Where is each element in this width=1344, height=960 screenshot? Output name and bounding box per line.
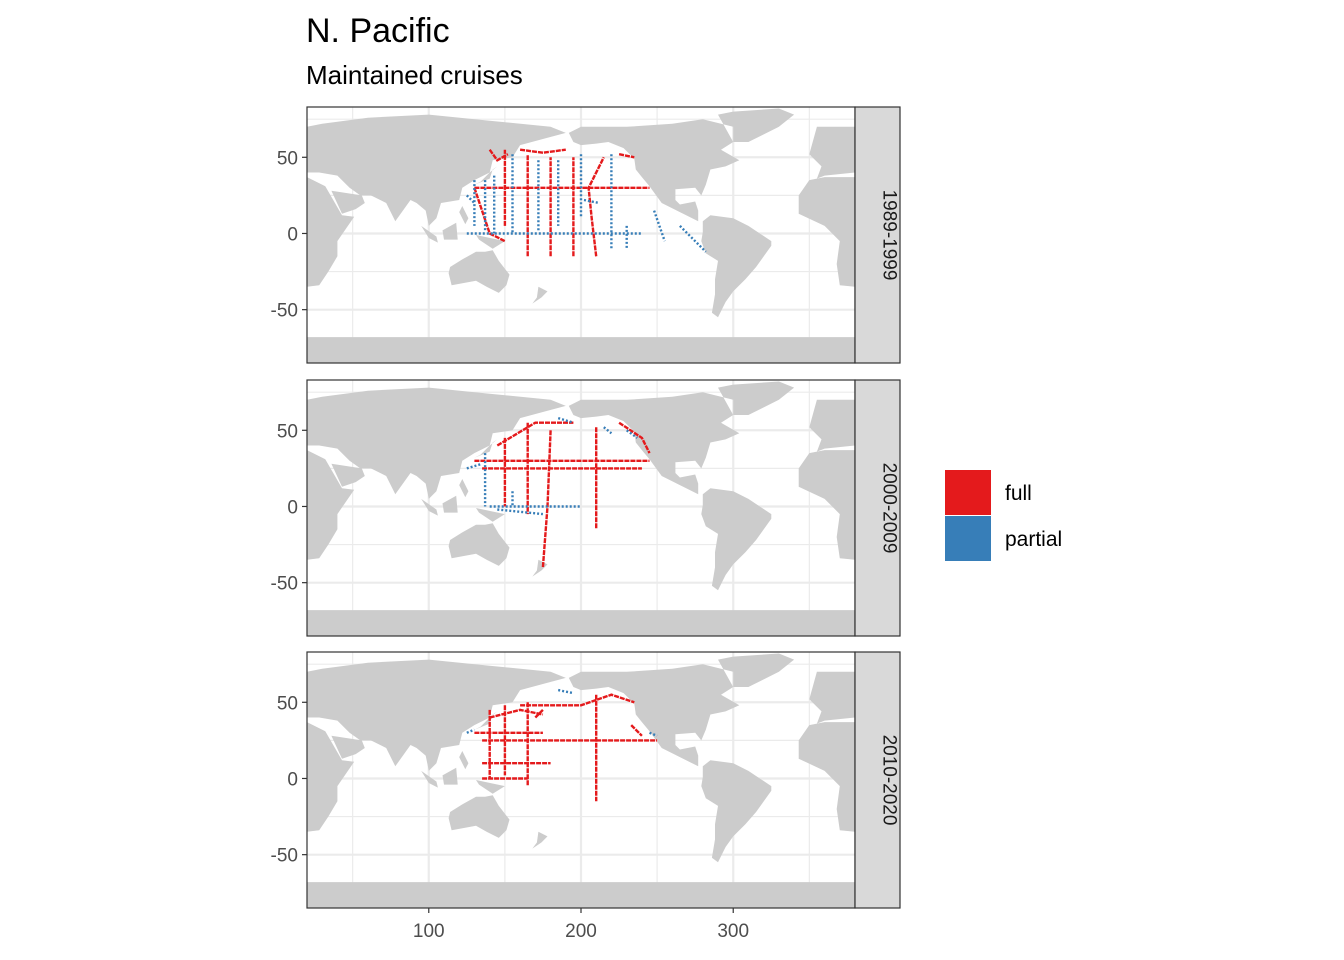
facet-panel: 2000-2009 50 0 -50 <box>271 379 901 637</box>
panel-plot-area <box>307 107 855 363</box>
cruise-track-partial <box>466 728 475 734</box>
legend-label: full <box>1005 482 1032 505</box>
cruise-track-partial <box>652 210 666 242</box>
y-tick-label: -50 <box>271 301 298 322</box>
cruise-track-full <box>488 149 509 162</box>
x-tick-label: 200 <box>565 921 597 942</box>
y-tick-label: 0 <box>287 769 298 790</box>
cruise-track-full <box>618 153 635 159</box>
cruise-track-full <box>519 148 566 154</box>
cruise-track-full <box>473 187 506 243</box>
y-tick-label: 50 <box>277 693 298 714</box>
cruise-track-full <box>534 709 544 719</box>
cruise-track-full <box>630 724 643 737</box>
facet-panel: 2010-2020 50 0 -50 <box>271 651 901 909</box>
cruise-track-full <box>618 421 651 454</box>
legend-label: partial <box>1005 528 1062 551</box>
facet-strip-label: 1989-1999 <box>879 190 900 281</box>
cruise-track-partial <box>557 416 574 424</box>
x-tick-label: 100 <box>413 921 445 942</box>
legend: full partial <box>945 470 1062 561</box>
cruise-track-partial <box>649 731 658 737</box>
x-tick-label: 300 <box>717 921 749 942</box>
cruise-track-full <box>489 708 544 719</box>
legend-key-full <box>945 470 991 515</box>
facet-strip-label: 2010-2020 <box>879 735 900 826</box>
chart-subtitle: Maintained cruises <box>306 60 523 90</box>
cruise-track-partial <box>603 426 613 435</box>
cruise-track-partial <box>557 688 574 695</box>
chart-title: N. Pacific <box>306 12 450 50</box>
cruise-track-partial <box>465 194 476 204</box>
y-tick-label: -50 <box>271 574 298 595</box>
y-tick-label: 0 <box>287 497 298 518</box>
cruise-track-partial <box>583 198 600 205</box>
y-tick-label: 50 <box>277 421 298 442</box>
y-tick-label: 0 <box>287 224 298 245</box>
y-tick-label: 50 <box>277 148 298 169</box>
y-tick-label: -50 <box>271 846 298 867</box>
cruise-track-full <box>496 421 574 447</box>
facet-panel: 1989-1999 50 0 -50 <box>271 106 901 364</box>
facet-panels: 1989-1999 50 0 -50 2000-2009 50 0 -50 2010-2020 5… <box>271 106 901 909</box>
legend-key-partial <box>945 516 991 561</box>
facet-strip <box>854 651 901 909</box>
land-mask <box>307 381 855 636</box>
cruise-track-full <box>587 156 605 257</box>
facet-strip <box>854 379 901 637</box>
land-mask <box>307 108 855 363</box>
cruise-track-partial <box>466 462 483 470</box>
panel-plot-area <box>307 652 855 908</box>
land-mask <box>307 653 855 908</box>
facet-strip <box>854 106 901 364</box>
panel-plot-area <box>307 380 855 636</box>
x-axis: 100 200 300 <box>413 908 749 942</box>
cruise-track-full <box>520 693 635 707</box>
facet-strip-label: 2000-2009 <box>879 463 900 554</box>
